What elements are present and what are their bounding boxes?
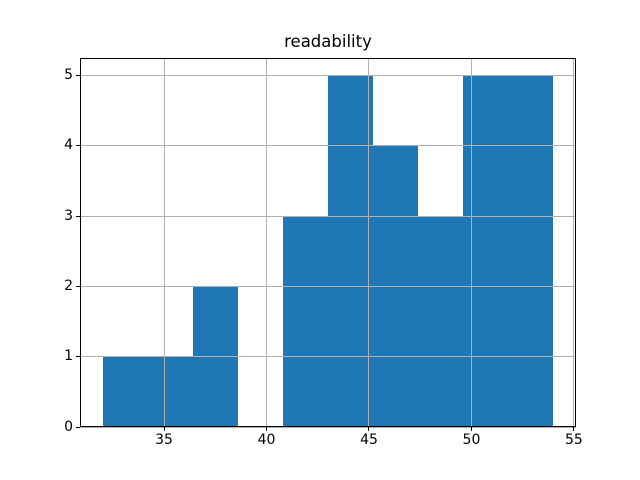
gridline-horizontal: [80, 285, 576, 287]
histogram-bar: [328, 75, 374, 427]
x-tick-label: 45: [360, 432, 378, 448]
y-tick-mark: [76, 145, 80, 147]
x-tick-mark: [573, 427, 575, 431]
gridline-vertical: [368, 58, 370, 427]
y-tick-label: 1: [64, 348, 73, 365]
histogram-bar: [147, 356, 193, 427]
gridline-vertical: [470, 58, 472, 427]
gridline-horizontal: [80, 145, 576, 147]
y-tick-label: 3: [64, 207, 73, 224]
plot-area: [80, 58, 576, 428]
y-tick-mark: [76, 75, 80, 77]
gridline-vertical: [573, 58, 575, 427]
y-tick-label: 4: [64, 137, 73, 154]
gridline-horizontal: [80, 215, 576, 217]
y-tick-label: 2: [64, 277, 73, 294]
chart-title: readability: [284, 32, 372, 51]
x-tick-mark: [470, 427, 472, 431]
y-tick-label: 5: [64, 67, 73, 84]
y-tick-label: 0: [64, 418, 73, 435]
histogram-bar: [282, 216, 328, 427]
histogram-bar: [418, 216, 464, 427]
x-tick-label: 50: [462, 432, 481, 448]
gridline-vertical: [163, 58, 165, 427]
grid-layer: [80, 58, 576, 428]
axes-spines: [80, 58, 576, 427]
gridline-vertical: [266, 58, 267, 427]
gridline-horizontal: [80, 426, 576, 428]
y-tick-mark: [76, 356, 80, 358]
histogram-bar: [463, 75, 509, 427]
x-tick-label: 55: [565, 432, 583, 448]
x-tick-mark: [163, 427, 165, 431]
x-tick-label: 40: [257, 432, 276, 448]
histogram-bar: [508, 75, 554, 427]
y-tick-mark: [76, 285, 80, 287]
y-tick-mark: [76, 426, 80, 428]
gridline-horizontal: [80, 75, 576, 77]
x-tick-mark: [368, 427, 370, 431]
x-tick-mark: [266, 427, 267, 431]
x-tick-label: 35: [155, 432, 173, 448]
histogram-bar: [102, 356, 148, 427]
y-tick-mark: [76, 215, 80, 217]
gridline-horizontal: [80, 356, 576, 358]
